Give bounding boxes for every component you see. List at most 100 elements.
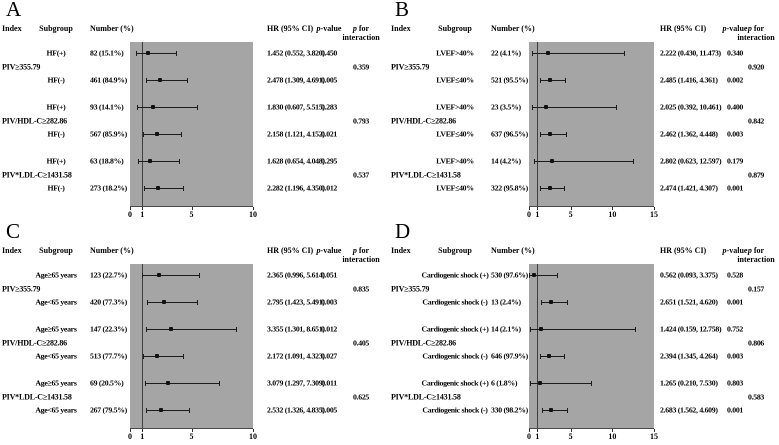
ci-cap-right [187, 77, 189, 83]
ci-line [540, 187, 565, 189]
point-estimate [546, 354, 551, 358]
p-for-suffix: for [356, 246, 370, 255]
hr-ci-text: 2.172 (1.091, 4.323) [267, 351, 325, 361]
panel-B: B Index Subgroup Number (%) HR (95% CI) … [389, 0, 778, 222]
interaction-word: interaction [737, 33, 775, 42]
ci-cap-right [180, 131, 182, 137]
index-label: PIV≥355.79 [391, 62, 430, 71]
p-italic: p [722, 246, 727, 255]
hr-ci-text: 1.628 (0.654, 4.048) [267, 156, 325, 166]
column-header-index: Index [391, 246, 411, 255]
point-estimate [156, 186, 161, 190]
p-value-suffix: -value [726, 246, 748, 255]
ci-cap-right [219, 380, 221, 386]
panel-letter: A [6, 0, 22, 21]
x-axis-tick [253, 429, 254, 432]
column-header-index: Index [2, 246, 22, 255]
hr-ci-text: 1.830 (0.607, 5.515) [267, 102, 325, 112]
ci-cap-left [144, 185, 146, 191]
ci-line [542, 409, 568, 411]
reference-line [142, 42, 144, 206]
hr-ci-text: 3.079 (1.297, 7.309) [267, 378, 325, 388]
x-axis-tick-label: 1 [535, 432, 540, 441]
x-axis-tick [537, 207, 539, 210]
x-axis-tick-label: 1 [140, 432, 145, 441]
ci-cap-left [541, 407, 543, 413]
hr-ci-text: 2.795 (1.423, 5.491) [267, 297, 325, 307]
number-percent: 420 (77.3%) [90, 297, 127, 307]
panel-D: D Index Subgroup Number (%) HR (95% CI) … [389, 219, 778, 444]
p-value: 0.295 [320, 156, 338, 166]
p-interaction-value: 0.842 [747, 116, 765, 125]
x-axis-tick-label: 0 [128, 432, 132, 441]
point-estimate [549, 300, 554, 304]
subgroup-label: Cardiogenic shock (+) [421, 324, 489, 334]
p-interaction-value: 0.157 [747, 284, 765, 293]
subgroup-label: Cardiogenic shock (-) [422, 297, 488, 307]
ci-cap-left [530, 380, 532, 386]
x-axis-tick [529, 207, 530, 210]
point-estimate [547, 186, 552, 190]
column-header-subgroup: Subgroup [438, 246, 472, 255]
subgroup-label: HF(+) [46, 156, 66, 166]
interaction-word: interaction [342, 255, 380, 264]
hr-ci-text: 2.462 (1.362, 4.448) [660, 129, 718, 139]
ci-cap-left [541, 299, 543, 305]
x-axis-tick-label: 10 [249, 432, 257, 441]
subgroup-label: LVEF>40% [436, 102, 474, 112]
p-for-suffix: for [356, 24, 370, 33]
hr-ci-text: 2.025 (0.392, 10.461) [660, 102, 722, 112]
subgroup-label: Cardiogenic shock (-) [422, 405, 488, 415]
ci-cap-right [179, 158, 181, 164]
ci-cap-left [539, 131, 541, 137]
number-percent: 513 (77.7%) [90, 351, 127, 361]
ci-cap-right [197, 104, 199, 110]
ci-line [532, 106, 617, 108]
number-percent: 461 (84.9%) [90, 75, 127, 85]
ci-cap-left [142, 353, 144, 359]
plot-area [130, 42, 253, 207]
column-header-p-value: p-value [723, 246, 748, 255]
hr-ci-text: 1.452 (0.552, 3.820) [267, 48, 325, 58]
x-axis-tick-label: 5 [568, 432, 573, 441]
point-estimate [165, 381, 170, 385]
ci-cap-right [591, 380, 593, 386]
subgroup-label: Cardiogenic shock (+) [421, 270, 489, 280]
number-percent: 69 (20.5%) [90, 378, 124, 388]
hr-ci-text: 2.485 (1.416, 4.361) [660, 75, 718, 85]
column-header-p-interaction: p for interaction [737, 246, 774, 264]
column-header-index: Index [391, 24, 411, 33]
number-percent: 13 (2.4%) [491, 297, 521, 307]
index-label: PIV*LDL-C≥1431.58 [391, 392, 461, 401]
point-estimate [547, 78, 552, 82]
x-axis-tick [654, 429, 655, 432]
number-percent: 14 (4.2%) [491, 156, 521, 166]
point-estimate [169, 327, 174, 331]
p-value: 0.803 [726, 378, 744, 388]
point-estimate [531, 273, 536, 277]
subgroup-label: HF(+) [46, 48, 66, 58]
subgroup-label: Age<65 years [35, 351, 77, 361]
panel-A: A Index Subgroup Number (%) HR (95% CI) … [0, 0, 389, 222]
ci-cap-left [145, 326, 147, 332]
index-label: PIV≥355.79 [391, 284, 430, 293]
p-value: 0.003 [726, 129, 744, 139]
index-label: PIV*LDL-C≥1431.58 [2, 392, 72, 401]
hr-ci-text: 2.802 (0.623, 12.597) [660, 156, 722, 166]
ci-cap-right [197, 299, 199, 305]
interaction-word: interaction [342, 33, 380, 42]
p-italic: p [352, 246, 357, 255]
ci-cap-right [556, 272, 558, 278]
point-estimate [543, 105, 548, 109]
p-italic: p [352, 24, 357, 33]
subgroup-label: LVEF>40% [436, 48, 474, 58]
hr-ci-text: 2.651 (1.521, 4.620) [660, 297, 718, 307]
x-axis-tick-label: 1 [535, 210, 540, 219]
column-header-number: Number (%) [90, 246, 134, 255]
reference-line [537, 264, 539, 428]
number-percent: 637 (96.5%) [491, 129, 528, 139]
p-value: 0.752 [726, 324, 744, 334]
point-estimate [158, 78, 163, 82]
p-interaction-value: 0.835 [352, 284, 370, 293]
